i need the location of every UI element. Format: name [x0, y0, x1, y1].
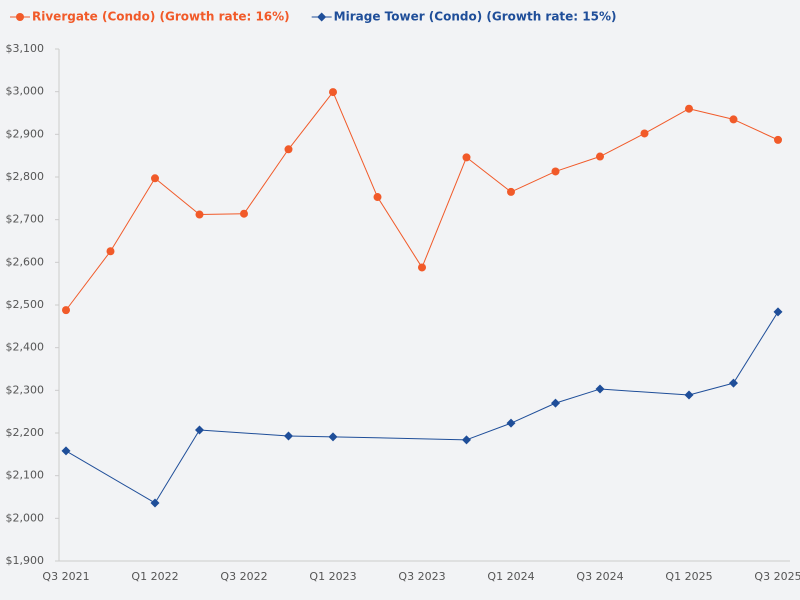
- line-segment: [466, 156, 512, 193]
- marker: [729, 378, 738, 388]
- line-segment: [510, 170, 556, 193]
- line-segment: [332, 436, 467, 441]
- marker: [774, 135, 782, 144]
- legend-text: Rivergate (Condo) (Growth rate: 16%): [32, 10, 290, 24]
- marker: [773, 307, 783, 317]
- marker: [195, 425, 204, 435]
- x-tick-label: Q3 2022: [220, 570, 267, 583]
- marker: [551, 167, 560, 176]
- marker: [551, 398, 560, 408]
- marker: [684, 390, 694, 400]
- marker: [373, 193, 382, 202]
- x-tick-label: Q1 2022: [131, 570, 178, 583]
- line-segment: [199, 429, 289, 437]
- y-tick-label: $2,600: [6, 255, 45, 268]
- marker: [729, 115, 738, 124]
- marker: [329, 88, 337, 97]
- line-segment: [688, 382, 734, 396]
- line-segment: [288, 435, 334, 438]
- line-segment: [555, 156, 601, 172]
- marker: [61, 446, 71, 456]
- legend-text: Mirage Tower (Condo) (Growth rate: 15%): [334, 10, 617, 24]
- line-segment: [110, 178, 156, 252]
- y-tick-label: $2,200: [6, 426, 45, 439]
- marker: [284, 145, 293, 154]
- marker: [62, 306, 70, 315]
- y-tick-label: $1,900: [6, 554, 45, 567]
- line-segment: [599, 133, 645, 157]
- x-tick-label: Q3 2025: [754, 570, 800, 583]
- line-segment: [510, 402, 556, 424]
- marker: [462, 153, 471, 162]
- x-tick-label: Q1 2024: [487, 570, 534, 583]
- line-segment: [555, 388, 601, 404]
- x-tick-label: Q3 2021: [42, 570, 89, 583]
- line-segment: [688, 108, 734, 120]
- marker: [640, 129, 649, 138]
- y-tick-label: $2,500: [6, 298, 45, 311]
- legend-marker: [317, 12, 327, 22]
- line-segment: [243, 148, 289, 214]
- y-tick-label: $2,800: [6, 170, 45, 183]
- line-segment: [332, 91, 378, 198]
- marker: [240, 209, 248, 218]
- line-segment: [644, 108, 690, 134]
- y-tick-label: $3,100: [6, 42, 45, 55]
- y-tick-label: $2,700: [6, 213, 45, 226]
- line-segment: [733, 118, 779, 141]
- line-segment: [199, 213, 245, 216]
- marker: [462, 435, 471, 445]
- line-segment: [733, 311, 779, 384]
- line-segment: [65, 450, 156, 504]
- line-segment: [154, 429, 200, 504]
- marker: [328, 432, 338, 442]
- line-segment: [421, 157, 467, 268]
- x-tick-label: Q1 2025: [665, 570, 712, 583]
- marker: [106, 247, 115, 256]
- marker: [151, 174, 159, 183]
- marker: [506, 418, 516, 428]
- y-tick-label: $3,000: [6, 85, 45, 98]
- line-segment: [466, 422, 512, 441]
- marker: [284, 431, 293, 441]
- legend-marker: [16, 13, 24, 21]
- marker: [596, 152, 604, 161]
- y-tick-label: $2,300: [6, 383, 45, 396]
- x-tick-label: Q3 2024: [576, 570, 623, 583]
- y-tick-label: $2,400: [6, 341, 45, 354]
- line-segment: [599, 388, 690, 396]
- line-segment: [65, 250, 111, 311]
- line-segment: [377, 196, 423, 268]
- marker: [418, 263, 426, 272]
- line-segment: [288, 91, 334, 150]
- y-tick-label: $2,000: [6, 511, 45, 524]
- y-tick-label: $2,100: [6, 469, 45, 482]
- x-tick-label: Q1 2023: [309, 570, 356, 583]
- marker: [595, 384, 605, 394]
- y-tick-label: $2,900: [6, 127, 45, 140]
- marker: [685, 104, 693, 113]
- line-segment: [154, 177, 200, 215]
- marker: [195, 210, 204, 219]
- marker: [507, 187, 515, 196]
- marker: [150, 498, 160, 508]
- x-tick-label: Q3 2023: [398, 570, 445, 583]
